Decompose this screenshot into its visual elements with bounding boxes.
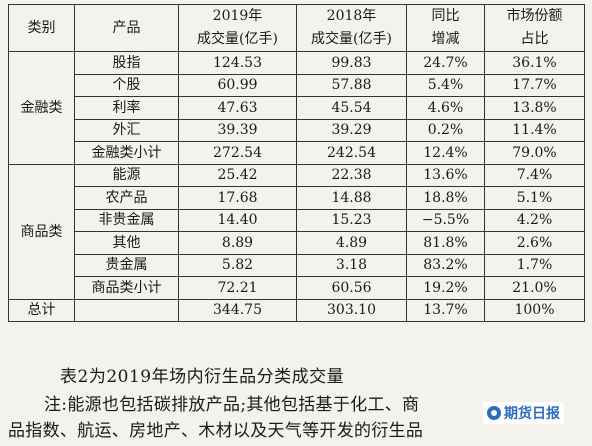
table-note-line2: 品指数、航运、房地产、木材以及天气等开发的衍生品 (8, 421, 424, 441)
yoy-cell: 81.8% (406, 231, 485, 255)
value-2019-cell: 344.75 (178, 298, 297, 322)
value-2018-cell: 3.18 (296, 253, 407, 277)
value-2019-cell: 72.21 (178, 276, 297, 300)
value-2018-cell: 22.38 (296, 163, 407, 187)
table-row: 贵金属 5.82 3.18 83.2% 1.7% (9, 253, 585, 277)
yoy-cell: 13.7% (406, 298, 485, 322)
value-2018-cell: 303.10 (296, 298, 407, 322)
yoy-cell: 4.6% (406, 96, 485, 120)
share-cell: 21.0% (484, 276, 585, 300)
yoy-cell: −5.5% (406, 208, 485, 232)
table-row: 个股 60.99 57.88 5.4% 17.7% (9, 73, 585, 97)
share-cell: 79.0% (484, 141, 585, 165)
product-cell: 外汇 (74, 118, 179, 142)
table-row: 其他 8.89 4.89 81.8% 2.6% (9, 231, 585, 255)
table-row-total: 总计 344.75 303.10 13.7% 100% (8, 298, 585, 322)
category-cell: 金融类 (8, 51, 75, 165)
share-cell: 17.7% (484, 73, 585, 97)
yoy-cell: 83.2% (406, 253, 485, 277)
value-2019-cell: 39.39 (178, 118, 297, 142)
header-yoy-top: 同比 (406, 4, 485, 28)
product-cell: 其他 (74, 231, 179, 255)
value-2018-cell: 99.83 (296, 51, 407, 75)
product-cell: 股指 (74, 51, 179, 75)
yoy-cell: 24.7% (406, 51, 485, 75)
share-cell: 11.4% (484, 118, 585, 142)
share-cell: 13.8% (484, 96, 585, 120)
value-2019-cell: 47.63 (178, 96, 297, 120)
yoy-cell: 12.4% (406, 141, 485, 165)
header-product: 产品 (74, 4, 179, 52)
value-2018-cell: 14.88 (296, 186, 407, 210)
value-2018-cell: 45.54 (296, 96, 407, 120)
table-row-subtotal: 商品类小计 72.21 60.56 19.2% 21.0% (9, 276, 585, 300)
table-row: 农产品 17.68 14.88 18.8% 5.1% (9, 186, 585, 210)
yoy-cell: 0.2% (406, 118, 485, 142)
header-2018-volume: 成交量(亿手) (296, 28, 407, 52)
table-row: 金融类 股指 124.53 99.83 24.7% 36.1% (8, 51, 585, 165)
header-yoy-bottom: 增减 (406, 28, 485, 52)
value-2018-cell: 60.56 (296, 276, 407, 300)
value-2019-cell: 272.54 (178, 141, 297, 165)
product-cell: 金融类小计 (74, 141, 179, 165)
table-row: 非贵金属 14.40 15.23 −5.5% 4.2% (9, 208, 585, 232)
yoy-cell: 5.4% (406, 73, 485, 97)
total-label-cell: 总计 (8, 298, 75, 322)
yoy-cell: 13.6% (406, 163, 485, 187)
value-2019-cell: 8.89 (178, 231, 297, 255)
value-2019-cell: 60.99 (178, 73, 297, 97)
header-share-bottom: 占比 (484, 28, 585, 52)
table-row-subtotal: 金融类小计 272.54 242.54 12.4% 79.0% (9, 141, 585, 165)
share-cell: 100% (484, 298, 585, 322)
value-2019-cell: 25.42 (178, 163, 297, 187)
product-cell: 贵金属 (74, 253, 179, 277)
share-cell: 1.7% (484, 253, 585, 277)
value-2018-cell: 57.88 (296, 73, 407, 97)
table-row: 利率 47.63 45.54 4.6% 13.8% (9, 96, 585, 120)
product-cell: 个股 (74, 73, 179, 97)
value-2019-cell: 124.53 (178, 51, 297, 75)
product-cell: 能源 (74, 163, 179, 187)
value-2018-cell: 4.89 (296, 231, 407, 255)
share-cell: 5.1% (484, 186, 585, 210)
value-2018-cell: 242.54 (296, 141, 407, 165)
product-cell: 非贵金属 (74, 208, 179, 232)
header-category: 类别 (8, 4, 75, 52)
header-2018-year: 2018年 (296, 4, 407, 28)
header-share-top: 市场份额 (484, 4, 585, 28)
value-2019-cell: 17.68 (178, 186, 297, 210)
value-2019-cell: 5.82 (178, 253, 297, 277)
yoy-cell: 19.2% (406, 276, 485, 300)
table-row: 外汇 39.39 39.29 0.2% 11.4% (9, 118, 585, 142)
category-cell: 商品类 (8, 163, 75, 300)
share-cell: 4.2% (484, 208, 585, 232)
value-2018-cell: 15.23 (296, 208, 407, 232)
value-2018-cell: 39.29 (296, 118, 407, 142)
watermark-text: 期货日报 (504, 406, 560, 422)
header-2019-volume: 成交量(亿手) (178, 28, 297, 52)
product-cell: 利率 (74, 96, 179, 120)
yoy-cell: 18.8% (406, 186, 485, 210)
value-2019-cell: 14.40 (178, 208, 297, 232)
product-cell: 农产品 (74, 186, 179, 210)
derivatives-volume-table: 类别 产品 2019年 2018年 同比 市场份额 成交量(亿手) 成交量(亿手… (8, 4, 585, 322)
table-caption: 表2为2019年场内衍生品分类成交量 (60, 367, 345, 387)
share-cell: 7.4% (484, 163, 585, 187)
watermark: 期货日报 (483, 402, 564, 424)
empty-cell (74, 298, 179, 322)
share-cell: 2.6% (484, 231, 585, 255)
product-cell: 商品类小计 (74, 276, 179, 300)
table-row: 商品类 能源 25.42 22.38 13.6% 7.4% (8, 163, 585, 300)
watermark-logo-icon (487, 406, 501, 420)
header-2019-year: 2019年 (178, 4, 297, 28)
share-cell: 36.1% (484, 51, 585, 75)
table-note-line1: 注:能源也包括碳排放产品;其他包括基于化工、商 (44, 395, 420, 415)
